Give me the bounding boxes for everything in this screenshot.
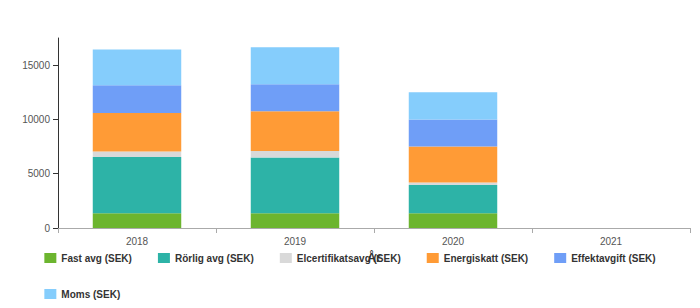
svg-text:2018: 2018 bbox=[126, 236, 149, 247]
svg-text:Effektavgift (SEK): Effektavgift (SEK) bbox=[571, 253, 655, 264]
svg-text:0: 0 bbox=[44, 223, 50, 234]
svg-text:Fast avg (SEK): Fast avg (SEK) bbox=[61, 253, 132, 264]
svg-text:Rörlig avg (SEK): Rörlig avg (SEK) bbox=[175, 253, 254, 264]
svg-text:15000: 15000 bbox=[22, 60, 50, 71]
svg-text:Energiskatt (SEK): Energiskatt (SEK) bbox=[444, 253, 528, 264]
svg-text:2020: 2020 bbox=[442, 236, 465, 247]
svg-text:5000: 5000 bbox=[28, 168, 51, 179]
svg-text:Moms (SEK): Moms (SEK) bbox=[61, 289, 120, 300]
svg-text:10000: 10000 bbox=[22, 114, 50, 125]
svg-text:Elcertifikatsavg (SEK): Elcertifikatsavg (SEK) bbox=[297, 253, 401, 264]
svg-text:2019: 2019 bbox=[284, 236, 307, 247]
svg-text:2021: 2021 bbox=[600, 236, 623, 247]
